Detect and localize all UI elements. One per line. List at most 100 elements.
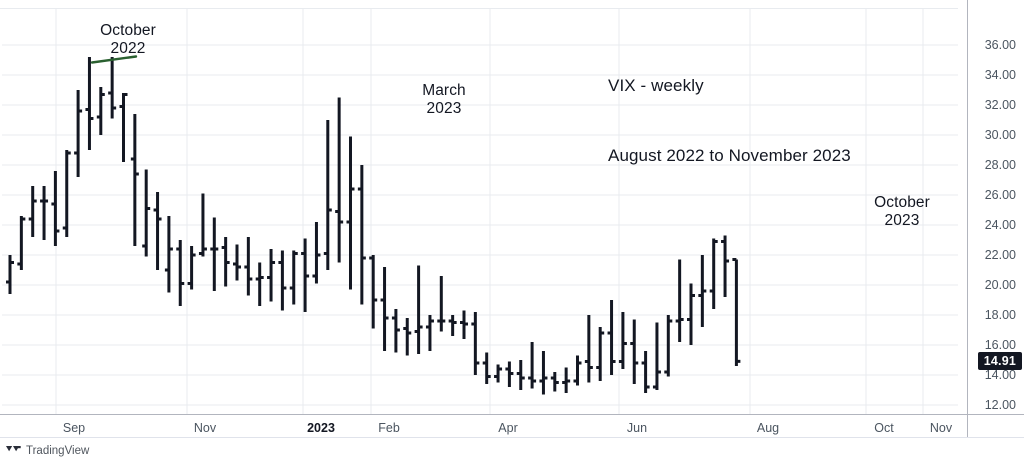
annotation-line-2: 2023 — [884, 212, 920, 230]
x-axis-tick-nov: Nov — [929, 421, 953, 435]
ohlc-bar — [244, 237, 253, 296]
annotation-line-2: 2023 — [426, 100, 462, 118]
y-axis-tick-24-00: 24.00 — [984, 218, 1016, 232]
y-axis-tick-32-00: 32.00 — [984, 98, 1016, 112]
ohlc-bar — [278, 250, 287, 311]
ohlc-bar — [414, 265, 423, 354]
annotation-october-2023: October 2023 — [832, 194, 972, 231]
ohlc-bar — [630, 319, 639, 384]
ohlc-bar — [721, 235, 730, 297]
ohlc-bar — [164, 216, 173, 293]
ohlc-bar — [6, 255, 14, 294]
ohlc-bar — [698, 255, 707, 327]
ohlc-bar — [596, 327, 605, 381]
october-2022-trendline — [90, 55, 138, 64]
ohlc-bar — [664, 315, 673, 377]
y-axis-tick-18-00: 18.00 — [984, 308, 1016, 322]
y-axis-tick-16-00: 16.00 — [984, 338, 1016, 352]
ohlc-bar — [17, 216, 26, 270]
tradingview-label: TradingView — [26, 445, 90, 457]
x-axis-tick-aug: Aug — [756, 421, 780, 435]
ohlc-bar — [528, 342, 537, 389]
ohlc-bar — [357, 165, 366, 305]
ohlc-bar — [62, 150, 71, 237]
x-axis-tick-jun: Jun — [626, 421, 648, 435]
ohlc-bar — [391, 309, 400, 353]
chart-title-line-1: VIX - weekly — [608, 75, 704, 95]
ohlc-bar — [482, 352, 491, 384]
y-axis-tick-12-00: 12.00 — [984, 398, 1016, 412]
ohlc-bar — [471, 312, 480, 375]
x-axis-tick-feb: Feb — [378, 421, 400, 435]
ohlc-bar — [573, 355, 582, 386]
ohlc-bar — [85, 57, 94, 150]
ohlc-bar — [119, 93, 128, 162]
ohlc-bar — [494, 364, 503, 383]
ohlc-bar — [267, 249, 276, 302]
ohlc-bar — [40, 186, 49, 240]
ohlc-bar — [51, 171, 60, 246]
ohlc-bar — [142, 169, 151, 257]
annotation-line-1: October — [100, 22, 156, 39]
y-axis-tick-34-00: 34.00 — [984, 68, 1016, 82]
ohlc-bar — [641, 351, 650, 393]
ohlc-bar — [221, 237, 230, 287]
ohlc-bar — [108, 57, 117, 119]
ohlc-bar — [380, 267, 389, 351]
chart-title-line-2: August 2022 to November 2023 — [608, 146, 851, 166]
ohlc-bar — [505, 361, 514, 387]
y-axis-tick-28-00: 28.00 — [984, 158, 1016, 172]
ohlc-bar — [312, 222, 321, 284]
x-axis-tick-sep: Sep — [62, 421, 86, 435]
y-axis-tick-22-00: 22.00 — [984, 248, 1016, 262]
ohlc-bar — [187, 246, 196, 290]
ohlc-bar — [233, 244, 241, 281]
x-axis-tick-nov: Nov — [193, 421, 217, 435]
ohlc-bar — [28, 186, 37, 237]
ohlc-bar — [323, 120, 332, 270]
annotation-march-2023: March 2023 — [374, 82, 514, 119]
ohlc-bar — [198, 193, 207, 257]
ohlc-bar — [437, 276, 446, 332]
x-axis-tick-apr: Apr — [498, 421, 518, 435]
tradingview-watermark: TradingView — [6, 445, 89, 457]
annotation-line-1: October — [874, 194, 930, 211]
ohlc-bar — [539, 351, 548, 395]
axis-frame — [0, 0, 1024, 438]
x-axis-tick-2023: 2023 — [307, 421, 335, 435]
ohlc-bar — [301, 238, 310, 312]
chart-title-block: VIX - weekly August 2022 to November 202… — [608, 27, 851, 215]
ohlc-bar — [709, 238, 718, 309]
ohlc-bars — [6, 57, 741, 395]
ohlc-bar — [176, 240, 185, 306]
y-axis-tick-14-00: 14.00 — [984, 368, 1016, 382]
ohlc-bar — [335, 97, 344, 263]
annotation-line-1: March — [422, 82, 466, 99]
tradingview-logo-icon — [6, 446, 21, 456]
ohlc-bar — [346, 136, 355, 290]
y-axis-tick-36-00: 36.00 — [984, 38, 1016, 52]
y-axis-tick-30-00: 30.00 — [984, 128, 1016, 142]
ohlc-bar — [732, 258, 741, 366]
x-axis-tick-oct: Oct — [874, 421, 894, 435]
ohlc-bar — [516, 360, 525, 390]
ohlc-bar — [550, 372, 559, 392]
ohlc-bar — [255, 262, 264, 306]
ohlc-bar — [425, 315, 434, 351]
annotation-line-2: 2022 — [110, 40, 146, 58]
ohlc-bar — [460, 310, 468, 339]
ohlc-bar — [130, 114, 139, 246]
ohlc-bar — [584, 315, 593, 383]
ohlc-bar — [369, 255, 378, 329]
ohlc-bar — [96, 87, 105, 135]
ohlc-bar — [687, 283, 695, 345]
ohlc-bar — [74, 90, 83, 177]
y-axis-tick-26-00: 26.00 — [984, 188, 1016, 202]
ohlc-bar — [652, 322, 661, 390]
ohlc-bar — [562, 367, 571, 393]
ohlc-bar — [607, 300, 616, 375]
last-price-badge: 14.91 — [977, 352, 1022, 371]
y-axis-tick-20-00: 20.00 — [984, 278, 1016, 292]
